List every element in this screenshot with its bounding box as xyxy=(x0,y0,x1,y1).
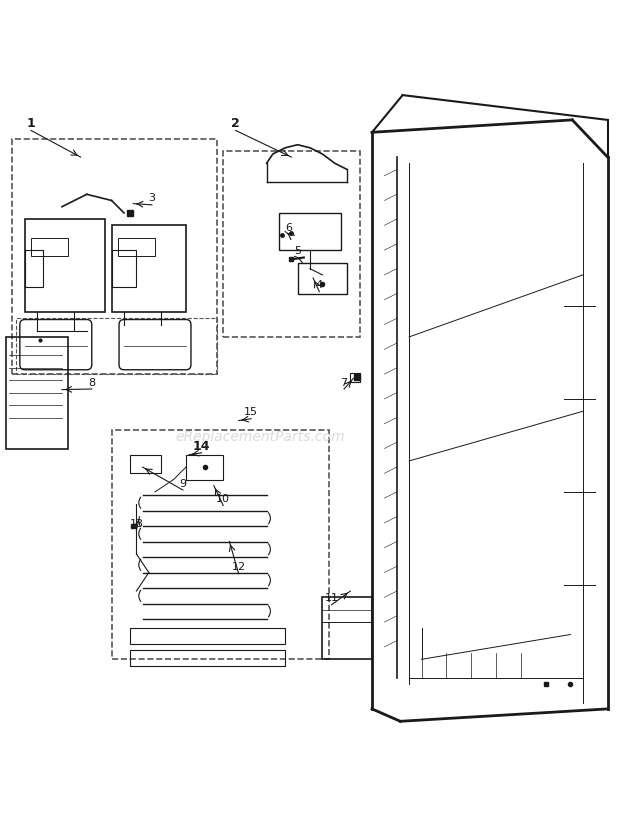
Text: 13: 13 xyxy=(130,518,143,528)
Bar xyxy=(279,214,341,251)
Text: 3: 3 xyxy=(148,193,156,203)
Bar xyxy=(130,650,285,665)
Bar xyxy=(118,238,155,257)
Bar xyxy=(112,251,136,288)
Bar xyxy=(130,629,285,644)
Text: 14: 14 xyxy=(193,440,210,452)
Bar xyxy=(6,338,68,449)
Text: 8: 8 xyxy=(88,377,95,387)
Text: 10: 10 xyxy=(216,493,230,503)
Bar xyxy=(12,140,217,375)
Text: 15: 15 xyxy=(244,407,258,417)
Bar xyxy=(298,263,347,294)
Text: eReplacementParts.com: eReplacementParts.com xyxy=(175,430,345,444)
Text: 7: 7 xyxy=(340,377,348,387)
Text: 12: 12 xyxy=(232,562,246,572)
Bar xyxy=(130,455,161,474)
Text: 9: 9 xyxy=(179,478,187,488)
Bar xyxy=(350,374,360,382)
Bar xyxy=(16,319,217,375)
Text: 1: 1 xyxy=(27,117,35,130)
Bar xyxy=(186,455,223,480)
Text: 11: 11 xyxy=(325,593,339,603)
Bar xyxy=(223,151,360,338)
Text: 4: 4 xyxy=(316,280,323,290)
Text: 5: 5 xyxy=(294,246,301,256)
Bar xyxy=(112,431,329,660)
Text: 6: 6 xyxy=(285,222,292,232)
Bar xyxy=(25,251,43,288)
Bar xyxy=(322,598,372,660)
Text: 2: 2 xyxy=(231,117,240,130)
Bar xyxy=(31,238,68,257)
Bar xyxy=(112,226,186,313)
Bar xyxy=(25,220,105,313)
